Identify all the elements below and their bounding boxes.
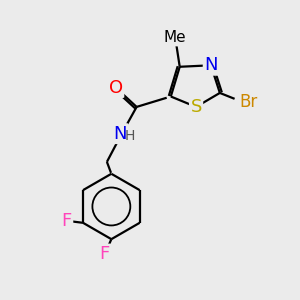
Text: N: N — [204, 56, 218, 74]
Text: S: S — [190, 98, 202, 116]
Text: H: H — [125, 129, 135, 143]
Text: Br: Br — [240, 93, 258, 111]
Text: F: F — [100, 245, 110, 263]
Text: Me: Me — [164, 30, 187, 45]
Text: O: O — [109, 79, 123, 97]
Text: N: N — [113, 125, 127, 143]
Text: F: F — [61, 212, 72, 230]
